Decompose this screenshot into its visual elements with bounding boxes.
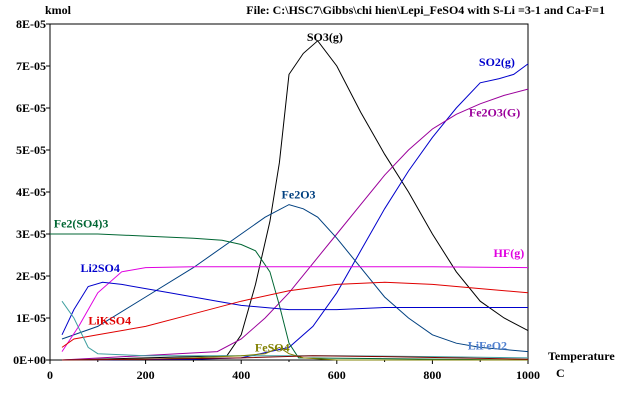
x-axis-unit: C [556, 366, 565, 380]
series-label: SO3(g) [307, 30, 343, 44]
series-line-fe2o3 [61, 204, 529, 353]
series-line-fe2-so4-3 [50, 233, 529, 361]
y-tick-label: 2E-05 [16, 269, 46, 283]
x-tick-label: 400 [232, 368, 250, 382]
y-axis-label: kmol [45, 3, 72, 17]
y-tick-label: 0E+00 [13, 353, 46, 367]
series-lines [50, 40, 529, 361]
x-tick-label: 200 [137, 368, 155, 382]
series-label: LiKSO4 [88, 313, 131, 327]
x-tick-label: 0 [47, 368, 53, 382]
x-axis-label: Temperature [548, 349, 615, 363]
series-label: Fe2(SO4)3 [54, 217, 109, 231]
series-label: HF(g) [494, 246, 525, 260]
series-label: SO2(g) [479, 55, 515, 69]
y-tick-label: 3E-05 [16, 227, 46, 241]
chart-title: File: C:\HSC7\Gibbs\chi hien\Lepi_FeSO4 … [246, 3, 605, 17]
y-tick-label: 6E-05 [16, 101, 46, 115]
x-tick-label: 800 [423, 368, 441, 382]
series-line-series-10 [61, 355, 529, 361]
series-line-so2-g [61, 63, 529, 361]
series-line-likso4 [61, 281, 529, 348]
series-label: FeSO4 [255, 341, 290, 355]
series-line-hf-g [61, 266, 529, 352]
x-tick-label: 1000 [516, 368, 540, 382]
series-line-fe2o3-g [61, 88, 529, 361]
series-line-li2so4 [61, 281, 528, 336]
series-labels: SO3(g) SO2(g) Fe2O3(G) Fe2O3 Fe2(SO4)3 HF(g) L… [54, 30, 524, 355]
series-line-so3-g [61, 40, 529, 361]
x-axis: 0 200 400 600 800 1000 [47, 360, 540, 382]
series-label: Li2SO4 [81, 261, 120, 275]
y-tick-label: 7E-05 [16, 59, 46, 73]
series-label: Fe2O3(G) [469, 105, 520, 119]
y-tick-label: 8E-05 [16, 17, 46, 31]
y-axis: 0E+00 1E-05 2E-05 3E-05 4E-05 5E-05 6E-05 7E-05… [13, 17, 50, 367]
series-label: LiFeO2 [468, 339, 507, 353]
y-tick-label: 4E-05 [16, 185, 46, 199]
y-tick-label: 5E-05 [16, 143, 46, 157]
x-tick-label: 600 [328, 368, 346, 382]
series-label: Fe2O3 [282, 187, 316, 201]
y-tick-label: 1E-05 [16, 311, 46, 325]
